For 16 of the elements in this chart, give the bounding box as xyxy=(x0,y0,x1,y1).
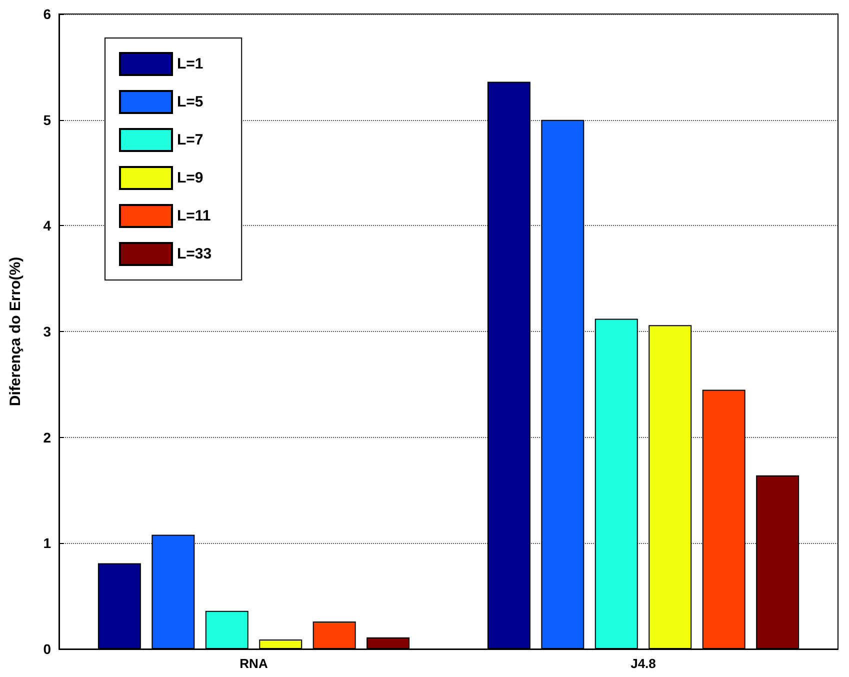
y-tick-label: 0 xyxy=(43,641,52,657)
legend-label: L=1 xyxy=(177,56,204,72)
legend-label: L=33 xyxy=(177,246,212,262)
y-tick-label: 1 xyxy=(43,535,52,552)
legend-label: L=11 xyxy=(177,208,211,224)
legend-label: L=7 xyxy=(177,132,204,148)
y-tick-label: 5 xyxy=(43,112,52,128)
legend-label: L=9 xyxy=(177,170,204,186)
y-tick-label: 4 xyxy=(43,218,52,234)
y-tick-label: 6 xyxy=(43,6,52,22)
legend-label: L=5 xyxy=(177,94,204,110)
y-tick-label: 3 xyxy=(43,324,52,340)
x-tick-label: RNA xyxy=(240,656,268,671)
y-tick-label: 2 xyxy=(43,429,52,446)
x-tick-label: J4.8 xyxy=(630,656,656,671)
y-axis-title: Diferença do Erro(%) xyxy=(7,256,24,406)
